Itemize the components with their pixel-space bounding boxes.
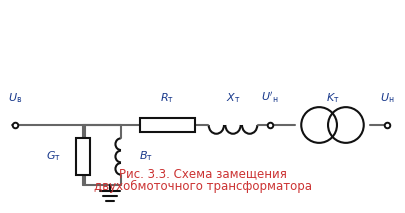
Text: $K_{\rm т}$: $K_{\rm т}$ — [325, 91, 339, 105]
Text: $X_{\rm т}$: $X_{\rm т}$ — [225, 91, 240, 105]
Bar — [76, 138, 90, 175]
Text: $R_{\rm т}$: $R_{\rm т}$ — [160, 91, 174, 105]
Text: $B_{\rm т}$: $B_{\rm т}$ — [139, 150, 153, 163]
Text: $U_{\rm н}$: $U_{\rm н}$ — [379, 91, 393, 105]
Text: двухобмоточного трансформатора: двухобмоточного трансформатора — [94, 180, 311, 193]
Text: $U'_{\rm н}$: $U'_{\rm н}$ — [260, 90, 278, 105]
Text: $U_{\rm в}$: $U_{\rm в}$ — [8, 91, 22, 105]
Text: Рис. 3.3. Схема замещения: Рис. 3.3. Схема замещения — [119, 167, 286, 180]
Text: $G_{\rm т}$: $G_{\rm т}$ — [46, 150, 61, 163]
Bar — [140, 118, 194, 132]
